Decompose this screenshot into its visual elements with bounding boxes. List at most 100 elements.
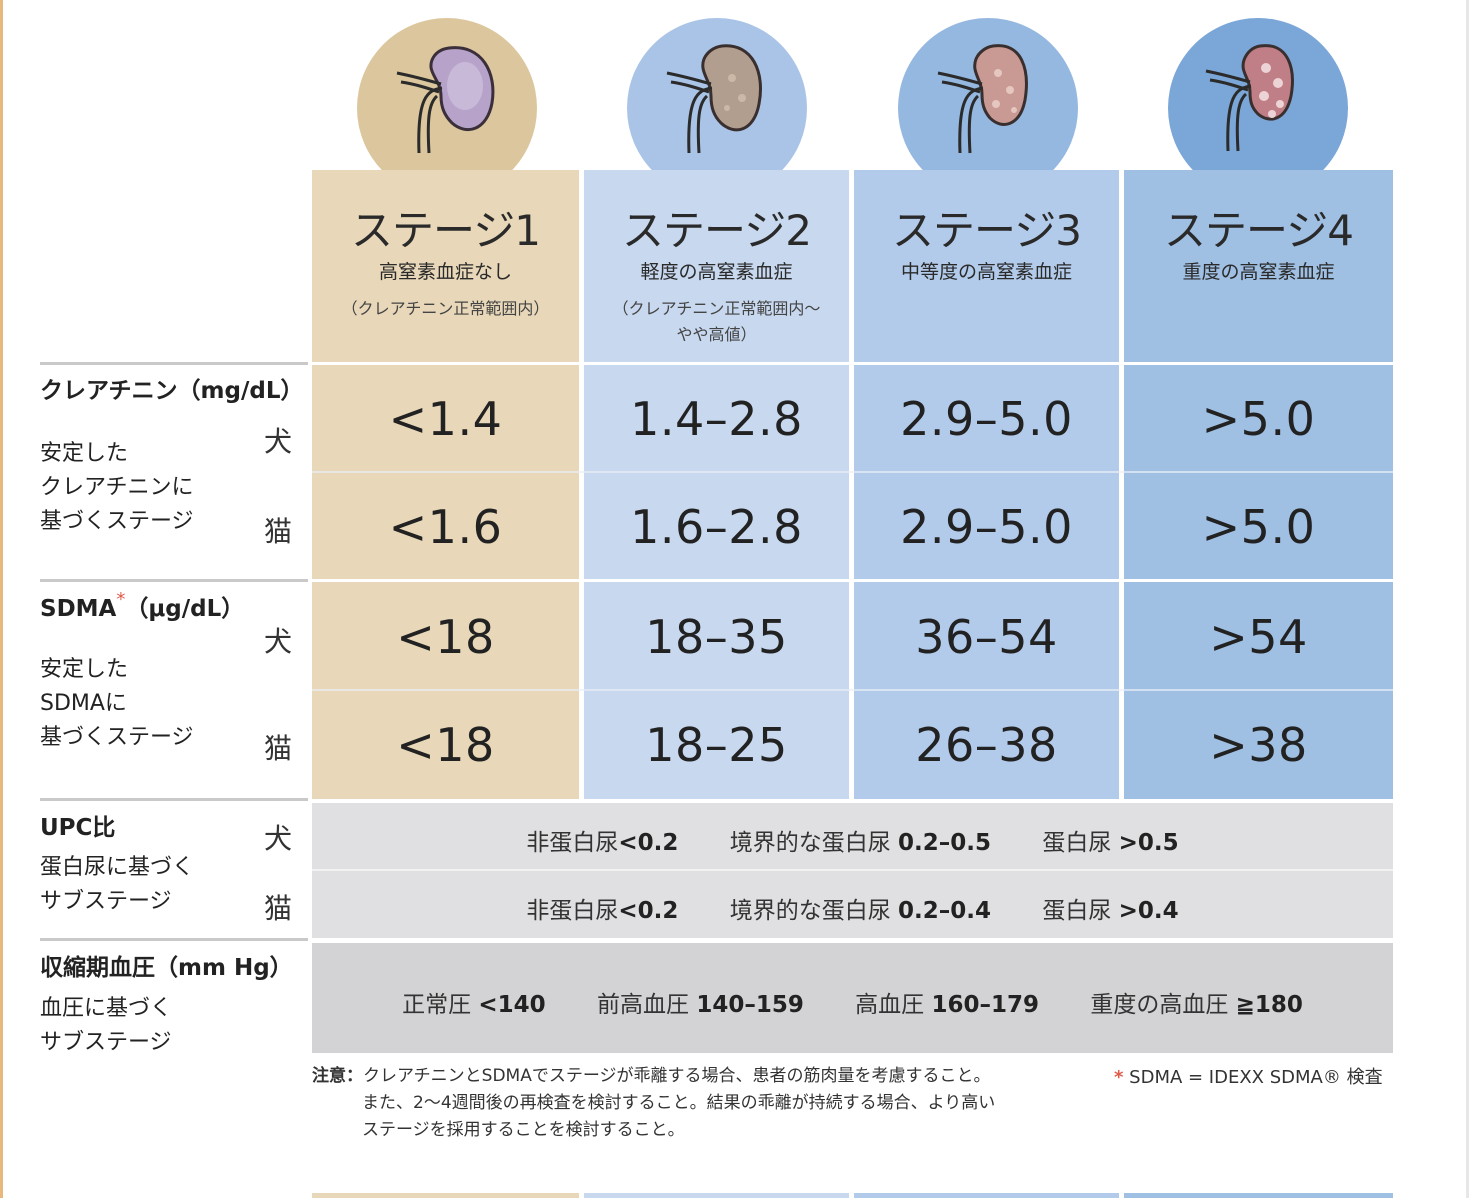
sdma-cat-stage3: 26–38 — [915, 718, 1058, 772]
upc-dog-label: 犬 — [264, 822, 293, 855]
row-divider — [312, 579, 1393, 582]
sdma-dog-stage2: 18–35 — [645, 610, 788, 664]
upc-dog-item: 非蛋白尿<0.2 — [526, 830, 679, 856]
stage4-subtitle: 重度の高窒素血症 — [1182, 261, 1335, 283]
sdma-cat-stage2: 18–25 — [645, 718, 788, 772]
stage3-title: ステージ3 — [892, 206, 1082, 255]
note-block: 注意：クレアチニンとSDMAでステージが乖離する場合、患者の筋肉量を考慮すること… — [312, 1063, 1032, 1144]
creatinine-dog-stage4: >5.0 — [1201, 392, 1316, 446]
stage3-column — [854, 170, 1119, 799]
creatinine-desc-line: 安定した — [40, 441, 129, 466]
section-divider — [40, 798, 308, 801]
upc-cat-label: 猫 — [264, 892, 293, 925]
bp-item: 正常圧 <140 — [402, 992, 546, 1018]
sdma-cat-stage1: <18 — [396, 718, 495, 772]
bp-header: 収縮期血圧（mm Hg） — [40, 955, 293, 981]
bottom-strip — [312, 1193, 579, 1198]
bp-description: 血圧に基づく サブステージ — [40, 992, 172, 1060]
upc-dog-row: 非蛋白尿<0.2 境界的な蛋白尿 0.2–0.5 蛋白尿 >0.5 — [312, 823, 1393, 857]
stage2-note: （クレアチニン正常範囲内〜 やや高値） — [584, 296, 849, 348]
sdma-header-main: SDMA — [40, 596, 117, 622]
bp-row: 正常圧 <140 前高血圧 140–159 高血圧 160–179 重度の高血圧… — [312, 985, 1393, 1019]
footnote-asterisk: * — [1114, 1067, 1124, 1088]
sdma-desc-line: 基づくステージ — [40, 725, 194, 750]
creatinine-description: 安定した クレアチニンに 基づくステージ — [40, 437, 194, 539]
sdma-cat-label: 猫 — [264, 732, 293, 765]
row-divider — [312, 471, 1393, 473]
creatinine-dog-stage1: <1.4 — [388, 392, 503, 446]
stage2-subtitle: 軽度の高窒素血症 — [640, 261, 793, 283]
footnote-text: SDMA = IDEXX SDMA® 検査 — [1129, 1067, 1383, 1088]
upc-header: UPC比 — [40, 815, 116, 841]
upc-dog-item: 蛋白尿 >0.5 — [1042, 830, 1179, 856]
sdma-footnote: * SDMA = IDEXX SDMA® 検査 — [1114, 1063, 1383, 1089]
bottom-strip — [1124, 1193, 1393, 1198]
stage2-column — [584, 170, 849, 799]
section-divider — [40, 579, 308, 582]
stage4-title: ステージ4 — [1164, 206, 1354, 255]
sdma-dog-stage1: <18 — [396, 610, 495, 664]
note-line: また、2〜4週間後の再検査を検討すること。結果の乖離が持続する場合、より高い — [362, 1093, 996, 1113]
upc-description: 蛋白尿に基づく サブステージ — [40, 851, 194, 919]
sdma-header: SDMA*（μg/dL） — [40, 589, 244, 623]
sdma-cat-stage4: >38 — [1209, 718, 1308, 772]
upc-cat-row: 非蛋白尿<0.2 境界的な蛋白尿 0.2–0.4 蛋白尿 >0.4 — [312, 891, 1393, 925]
upc-cat-item: 境界的な蛋白尿 0.2–0.4 — [729, 898, 991, 924]
stage1-column — [312, 170, 579, 799]
sdma-description: 安定した SDMAに 基づくステージ — [40, 653, 194, 755]
creatinine-desc-line: クレアチニンに — [40, 475, 194, 500]
upc-desc-line: 蛋白尿に基づく — [40, 855, 195, 880]
section-divider — [40, 938, 308, 941]
upc-cat-item: 蛋白尿 >0.4 — [1042, 898, 1179, 924]
sdma-dog-label: 犬 — [264, 625, 293, 658]
sdma-desc-line: 安定した — [40, 657, 129, 682]
stage2-title: ステージ2 — [622, 206, 812, 255]
sdma-header-unit: （μg/dL） — [125, 596, 245, 622]
bp-item: 重度の高血圧 ≧180 — [1090, 992, 1303, 1018]
bottom-strip — [584, 1193, 849, 1198]
stage2-note-line1: （クレアチニン正常範囲内〜 — [612, 299, 821, 318]
stage1-title: ステージ1 — [351, 206, 541, 255]
right-edge-line — [1466, 0, 1469, 1198]
bp-desc-line: 血圧に基づく — [40, 996, 173, 1021]
note-label: 注意： — [312, 1066, 363, 1086]
upc-row-divider — [312, 869, 1393, 871]
creatinine-header: クレアチニン（mg/dL） — [40, 378, 304, 404]
section-divider — [40, 362, 308, 365]
note-line: 注意：クレアチニンとSDMAでステージが乖離する場合、患者の筋肉量を考慮すること… — [312, 1066, 991, 1086]
creatinine-dog-label: 犬 — [264, 425, 293, 458]
creatinine-cat-stage3: 2.9–5.0 — [900, 500, 1073, 554]
bottom-strip — [854, 1193, 1119, 1198]
kidney-stage4-image — [1168, 18, 1348, 198]
creatinine-cat-label: 猫 — [264, 515, 293, 548]
row-divider — [312, 689, 1393, 691]
stage3-subtitle: 中等度の高窒素血症 — [900, 261, 1072, 283]
creatinine-cat-stage2: 1.6–2.8 — [630, 500, 803, 554]
creatinine-dog-stage3: 2.9–5.0 — [900, 392, 1073, 446]
sdma-dog-stage4: >54 — [1209, 610, 1308, 664]
upc-cat-item: 非蛋白尿<0.2 — [526, 898, 679, 924]
kidney-stage3-image — [898, 18, 1078, 198]
upc-desc-line: サブステージ — [40, 889, 172, 914]
left-edge-line — [0, 0, 3, 1198]
stage2-note-line2: やや高値） — [676, 325, 757, 344]
bp-item: 前高血圧 140–159 — [597, 992, 804, 1018]
bp-panel — [312, 943, 1393, 1053]
stage1-subtitle: 高窒素血症なし — [378, 261, 512, 283]
bp-desc-line: サブステージ — [40, 1030, 172, 1055]
stage4-column — [1124, 170, 1393, 799]
upc-dog-item: 境界的な蛋白尿 0.2–0.5 — [729, 830, 991, 856]
stage1-note: （クレアチニン正常範囲内） — [341, 299, 550, 318]
row-divider — [312, 362, 1393, 365]
creatinine-cat-stage4: >5.0 — [1201, 500, 1316, 554]
sdma-desc-line: SDMAに — [40, 691, 127, 716]
sdma-dog-stage3: 36–54 — [915, 610, 1058, 664]
creatinine-dog-stage2: 1.4–2.8 — [630, 392, 803, 446]
sdma-asterisk: * — [116, 589, 126, 610]
kidney-stage1-image — [357, 18, 537, 198]
creatinine-cat-stage1: <1.6 — [388, 500, 503, 554]
note-line: ステージを採用することを検討すること。 — [362, 1120, 685, 1140]
kidney-stage2-image — [627, 18, 807, 198]
creatinine-desc-line: 基づくステージ — [40, 509, 194, 534]
bp-item: 高血圧 160–179 — [855, 992, 1039, 1018]
